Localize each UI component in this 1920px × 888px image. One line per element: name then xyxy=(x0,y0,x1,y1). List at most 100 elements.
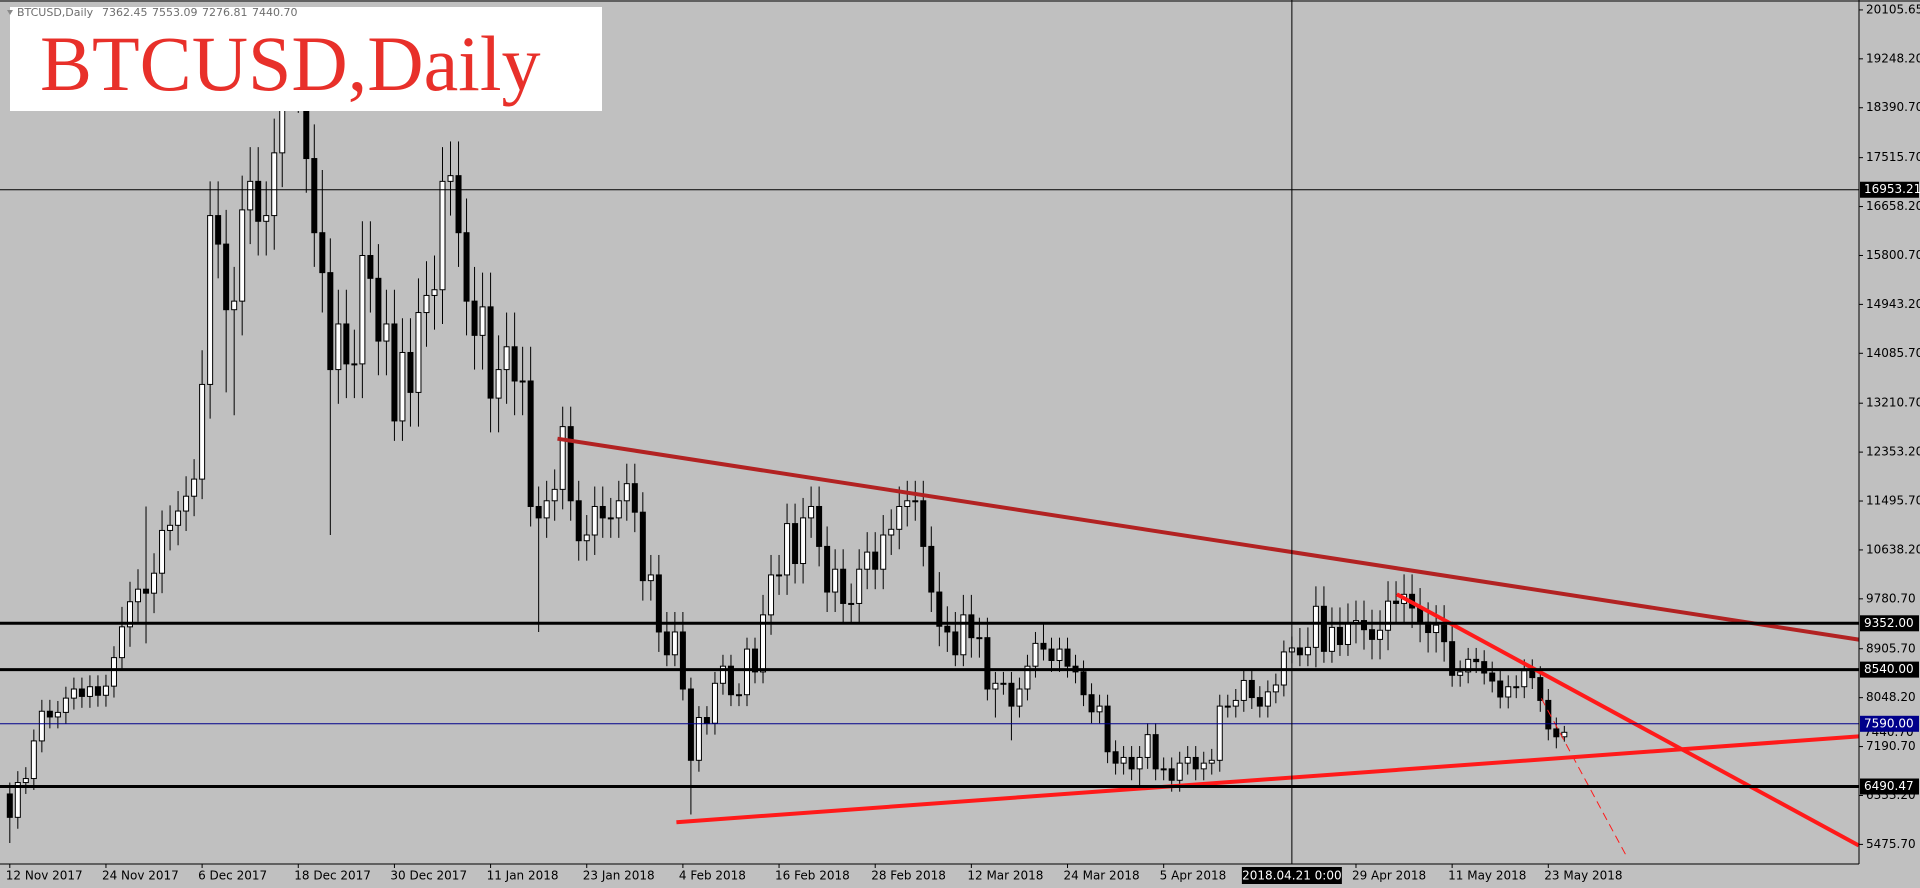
candle-body xyxy=(800,517,807,565)
candle-body xyxy=(399,351,406,422)
candle-body xyxy=(1144,734,1151,758)
candle-body xyxy=(479,306,486,336)
candle-body xyxy=(78,688,85,697)
candle-body xyxy=(415,312,422,393)
candle-body xyxy=(1304,646,1311,656)
chart-title: BTCUSD,Daily xyxy=(40,20,541,107)
trend-line xyxy=(676,734,1859,825)
candle-body xyxy=(1008,682,1015,707)
candle-body xyxy=(848,602,855,605)
candle-body xyxy=(62,697,69,713)
candle-body xyxy=(575,500,582,542)
candle-body xyxy=(54,711,61,718)
candle-body xyxy=(647,574,654,582)
candle-body xyxy=(816,505,823,547)
candle-body xyxy=(311,158,318,234)
level-label: 9352.00 xyxy=(1864,616,1914,630)
candle-body xyxy=(784,523,791,576)
candle-body xyxy=(167,524,174,531)
candle-body xyxy=(1200,762,1207,770)
trend-lines xyxy=(0,0,1860,864)
candle-body xyxy=(1104,705,1111,753)
candle-body xyxy=(118,626,125,659)
candle-body xyxy=(599,505,606,519)
candle-body xyxy=(840,568,847,604)
candle-body xyxy=(159,529,166,574)
trend-line xyxy=(1540,698,1627,856)
candle-body xyxy=(143,588,150,594)
y-tick-label: 20105.65 xyxy=(1866,2,1920,16)
candle-body xyxy=(1152,734,1159,770)
candle-body xyxy=(824,545,831,593)
candle-body xyxy=(928,545,935,593)
x-tick-label: 23 May 2018 xyxy=(1544,869,1622,883)
candle-body xyxy=(319,232,326,274)
candle-body xyxy=(247,180,254,211)
candle-body xyxy=(1112,751,1119,764)
candle-body xyxy=(30,740,37,780)
candle-body xyxy=(1529,670,1536,679)
candle-body xyxy=(567,426,574,502)
candle-body xyxy=(231,300,238,311)
candle-body xyxy=(351,363,358,366)
candle-body xyxy=(1080,671,1087,696)
candle-body xyxy=(519,380,526,383)
candle-body xyxy=(1240,679,1247,701)
x-tick-label: 4 Feb 2018 xyxy=(679,869,746,883)
level-label-box xyxy=(1860,661,1919,678)
candle-body xyxy=(1360,620,1367,631)
candle-body xyxy=(431,289,438,296)
candle-body xyxy=(615,500,622,519)
candle-body xyxy=(1393,600,1400,604)
candle-body xyxy=(6,793,13,818)
axis-labels: 20105.65 19248.20 18390.70 17515.70 16658.20… xyxy=(6,2,1920,884)
candle-body xyxy=(1545,699,1552,730)
candle-body xyxy=(391,323,398,422)
x-tick-label: 12 Mar 2018 xyxy=(967,869,1043,883)
candle-body xyxy=(1513,686,1520,689)
candle-body xyxy=(727,665,734,696)
candle-body xyxy=(968,614,975,639)
candle-body xyxy=(1465,658,1472,673)
x-tick-label: 11 May 2018 xyxy=(1448,869,1526,883)
candle-body xyxy=(495,369,502,399)
candle-body xyxy=(223,243,230,311)
candle-body xyxy=(215,215,222,245)
candle-body xyxy=(936,591,943,627)
x-tick-label: 12 Nov 2017 xyxy=(6,869,83,883)
crosshair-price-label: 16953.21 xyxy=(1864,182,1920,196)
x-tick-label: 28 Feb 2018 xyxy=(871,869,946,883)
trend-line xyxy=(1395,592,1860,848)
y-tick-label: 14943.20 xyxy=(1866,297,1920,311)
candle-body xyxy=(1016,688,1023,707)
candle-body xyxy=(687,688,694,761)
candle-body xyxy=(535,505,542,519)
candle-body xyxy=(1369,629,1376,640)
candle-body xyxy=(1216,705,1223,761)
candle-body xyxy=(984,637,991,690)
candle-body xyxy=(1168,768,1175,781)
candle-body xyxy=(1048,648,1055,661)
candle-body xyxy=(199,383,206,480)
candle-body xyxy=(1248,679,1255,699)
candle-body xyxy=(1385,600,1392,631)
level-label-box xyxy=(1860,778,1919,795)
y-tick-label: 16658.20 xyxy=(1866,199,1920,213)
candle-body xyxy=(768,574,775,616)
candle-body xyxy=(743,648,750,696)
candle-body xyxy=(503,346,510,371)
candle-body xyxy=(1497,680,1504,698)
candle-body xyxy=(631,483,638,513)
y-tick-label: 7190.70 xyxy=(1866,739,1916,753)
candle-body xyxy=(1537,677,1544,701)
candle-body xyxy=(1561,731,1568,738)
candle-body xyxy=(271,152,278,217)
candle-body xyxy=(623,483,630,502)
x-tick-label: 6 Dec 2017 xyxy=(198,869,267,883)
candle-body xyxy=(455,175,462,234)
candle-body xyxy=(439,180,446,291)
candle-body xyxy=(1441,624,1448,643)
level-label: 7590.00 xyxy=(1864,716,1914,730)
candle-body xyxy=(856,568,863,604)
